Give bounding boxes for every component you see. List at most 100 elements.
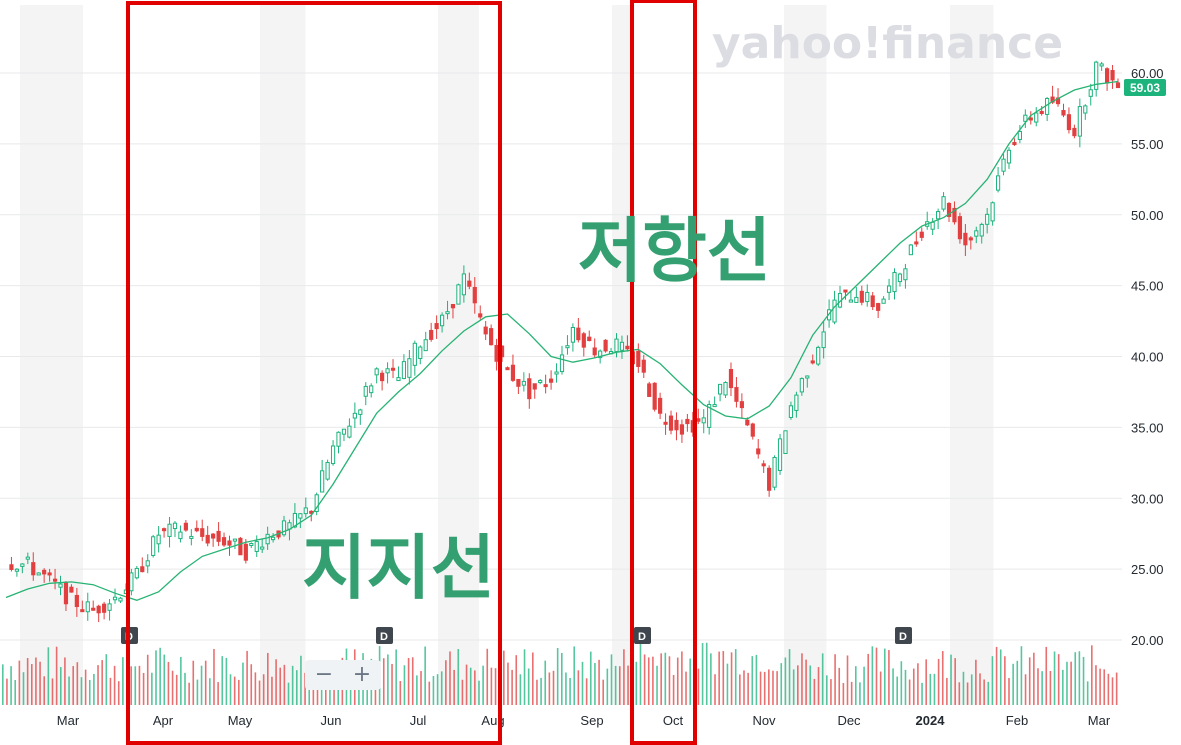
volume-bar	[395, 649, 397, 705]
candle-body	[112, 596, 118, 601]
volume-bar	[295, 670, 298, 705]
candle-body	[1099, 63, 1104, 67]
volume-bar	[734, 649, 737, 705]
volume-bar	[403, 665, 406, 705]
candle-body	[47, 572, 52, 576]
candle-body	[472, 286, 477, 304]
volume-bar	[867, 653, 870, 705]
candle-body	[385, 368, 390, 374]
candle-body	[314, 494, 319, 512]
volume-bar	[117, 681, 120, 705]
month-band	[20, 5, 83, 705]
volume-bar	[267, 652, 269, 705]
candle-body	[439, 314, 445, 327]
volume-bar	[84, 669, 87, 705]
candle-body	[80, 609, 85, 613]
candle-body	[189, 535, 194, 539]
volume-bar	[536, 679, 538, 705]
zoom-controls: − +	[305, 660, 381, 690]
candle-body	[1034, 112, 1039, 123]
volume-bar	[180, 656, 182, 705]
volume-bar	[689, 658, 691, 705]
watermark-logo: yahoo!finance	[712, 18, 1063, 69]
volume-bar	[469, 667, 472, 705]
volume-bar	[217, 682, 219, 705]
volume-bar	[780, 663, 783, 705]
volume-bar	[88, 679, 91, 705]
volume-bar	[163, 654, 166, 705]
candle-body	[325, 461, 330, 480]
candle-body	[990, 202, 995, 222]
volume-bar	[705, 642, 708, 705]
volume-bar	[954, 658, 956, 705]
candle-body	[805, 375, 810, 379]
volume-bar	[660, 653, 662, 705]
candle-body	[194, 527, 199, 532]
volume-bar	[515, 655, 518, 705]
volume-bar	[892, 668, 894, 705]
volume-bar	[233, 676, 236, 705]
candle-body	[270, 536, 276, 541]
volume-bar	[1107, 673, 1110, 705]
candle-body	[91, 607, 96, 611]
volume-bar	[809, 665, 812, 705]
volume-bar	[105, 654, 108, 705]
volume-bar	[987, 681, 990, 705]
candle-body	[107, 603, 112, 611]
candle-body	[172, 522, 178, 530]
zoom-in-button[interactable]: +	[352, 662, 372, 687]
volume-bar	[606, 668, 609, 705]
volume-bar	[411, 657, 414, 705]
volume-bar	[262, 674, 265, 705]
volume-bar	[983, 679, 985, 705]
candle-body	[570, 327, 576, 343]
volume-bar	[561, 652, 563, 705]
volume-bar	[565, 672, 567, 705]
volume-bar	[730, 652, 733, 705]
volume-bar	[739, 674, 741, 705]
volume-bar	[1082, 656, 1085, 705]
volume-bar	[929, 673, 932, 705]
volume-bar	[813, 678, 816, 705]
candle-body	[1017, 131, 1022, 140]
volume-bar	[159, 647, 161, 705]
volume-bar	[304, 672, 306, 705]
candle-body	[995, 175, 1001, 191]
candle-body	[352, 412, 357, 419]
volume-bar	[908, 679, 911, 705]
candle-body	[1115, 82, 1121, 89]
candle-body	[200, 528, 205, 537]
support-annotation: 지지선	[302, 527, 495, 609]
candle-body	[336, 431, 341, 447]
candle-body	[434, 323, 439, 330]
candle-body	[881, 298, 886, 304]
volume-bar	[486, 648, 489, 705]
volume-bar	[39, 661, 41, 705]
volume-bar	[672, 674, 675, 705]
volume-bar	[585, 678, 588, 705]
volume-bar	[921, 682, 923, 705]
dividend-marker[interactable]	[634, 627, 651, 644]
zoom-out-button[interactable]: −	[314, 662, 334, 687]
volume-bar	[726, 663, 729, 705]
volume-bar	[209, 678, 211, 705]
dividend-marker[interactable]	[376, 627, 393, 644]
y-tick-label: 35.00	[1131, 420, 1164, 435]
candle-body	[238, 537, 243, 556]
volume-bar	[204, 660, 207, 705]
candle-body	[358, 409, 363, 415]
candle-body	[548, 378, 554, 383]
candle-body	[565, 345, 570, 349]
volume-bar	[26, 658, 29, 705]
candle-body	[483, 326, 488, 335]
volume-bar	[138, 665, 141, 705]
volume-bar	[130, 666, 132, 705]
volume-bar	[883, 648, 886, 705]
volume-bar	[991, 656, 994, 705]
candle-body	[903, 268, 908, 281]
candle-body	[685, 418, 690, 425]
dividend-marker[interactable]	[895, 627, 912, 644]
volume-bar	[1004, 656, 1006, 705]
volume-bar	[449, 651, 451, 705]
candle-body	[140, 566, 145, 573]
